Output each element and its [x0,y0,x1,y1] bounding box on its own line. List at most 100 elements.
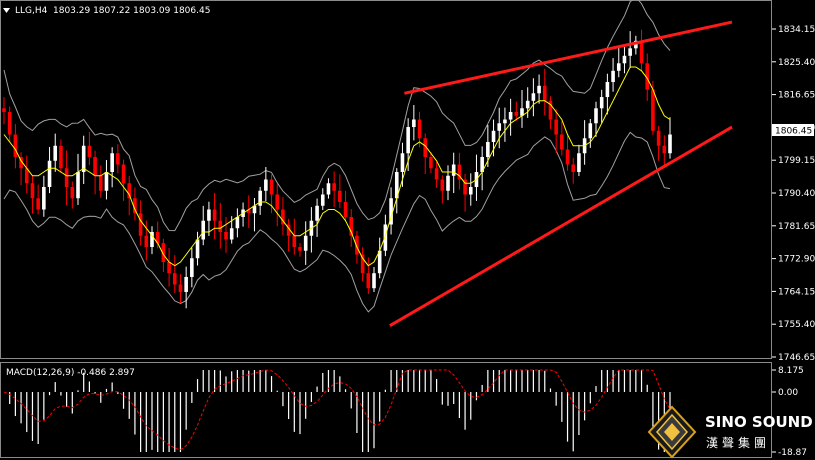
candle-body [565,149,570,165]
candle-body [554,119,558,135]
candle-body [446,175,450,191]
price-tick-label: 1755.40 [778,320,815,330]
candle-body [36,198,40,210]
candle-body [423,138,428,158]
candle-body [486,142,490,158]
candle-body [662,145,667,154]
candle-body [87,145,92,158]
bollinger-bands [3,0,671,313]
candle-body [93,157,97,176]
candle-body [190,258,194,277]
candle-body [258,190,262,206]
candle-body [537,85,541,94]
candle-body [412,119,416,128]
candle-body [155,231,160,244]
price-tick-label: 1764.15 [778,287,815,297]
candle-body [138,213,143,236]
candle-body [81,145,86,173]
candle-body [184,276,188,292]
candle-body [172,273,177,285]
candle-body [406,127,410,154]
candle-body [503,119,507,124]
current-price-label: 1806.45 [775,127,812,137]
candle-body [127,183,132,199]
candle-body [571,164,576,173]
candle-body [292,235,297,247]
candle-body [394,172,399,199]
candle-body [252,205,257,214]
candle-body [634,40,638,49]
candle-body [30,183,35,199]
candle-body [326,183,331,195]
candle-body [417,119,422,139]
diamond-emblem-icon [647,405,697,459]
candle-body [76,172,80,199]
candle-body [514,112,519,116]
price-tick-label: 1781.65 [778,222,815,232]
candle-body [2,108,6,113]
price-tick-label: 1816.65 [778,91,815,101]
logo-cn-name: 漢聲集團 [706,435,770,450]
candle-body [338,190,342,202]
candle-body [303,235,308,251]
candle-body [286,224,291,236]
candle-body [7,112,12,135]
price-tick-label: 1772.90 [778,255,815,265]
candle-body [440,179,445,191]
candle-body [235,216,240,229]
candle-body [668,134,672,154]
symbol-label: LLG,H4 [15,6,48,16]
candle-body [605,82,610,98]
current-price-box [772,124,814,136]
candle-body [24,168,29,184]
candle-body [246,209,251,214]
candle-body [525,100,530,109]
candle-body [98,175,103,191]
logo-name: SINO SOUND [705,413,813,431]
ma-line [3,66,671,267]
candle-body [628,48,632,56]
candle-body [332,183,336,191]
candle-body [19,157,23,169]
candle-body [343,201,348,217]
macd-tick-label: 0.00 [778,388,798,398]
chart-header: LLG,H4 1803.29 1807.22 1803.09 1806.45 [3,6,210,16]
candle-body [599,97,604,109]
candle-body [133,198,137,214]
trendlines[interactable] [389,20,733,327]
macd-tick-label: 8.175 [778,366,804,376]
lower-band-line [3,131,671,313]
candle-body [434,168,439,180]
candle-body [389,198,393,225]
trendline[interactable] [404,20,733,95]
candle-body [218,220,223,232]
candle-body [560,134,564,150]
price-tick-label: 1790.40 [778,189,815,199]
price-axis: 1834.151825.401816.651807.901799.151790.… [772,25,815,363]
ohlc-values: 1803.29 1807.22 1803.09 1806.45 [53,6,210,16]
candle-body [298,246,302,251]
candle-body [520,108,524,116]
trendline[interactable] [389,125,733,327]
candle-body [161,243,166,262]
candle-body [616,63,621,71]
candle-body [377,250,382,274]
candle-body [372,273,376,289]
candle-body [622,55,627,64]
candle-body [59,145,63,169]
candle-body [121,164,126,184]
triangle-down-icon[interactable] [3,8,10,13]
macd-histogram [3,369,671,452]
macd-axis: 8.175 0.00 -18.87 [772,366,807,458]
candle-body [167,261,171,274]
macd-label: MACD(12,26,9) -0.486 2.897 [6,368,135,378]
candle-body [491,130,496,143]
candle-body [651,89,655,131]
candle-body [281,209,285,225]
candle-body [229,228,234,240]
candle-body [47,160,52,188]
main-chart-frame [0,0,772,359]
upper-band-line [3,0,671,232]
candle-body [463,179,467,195]
